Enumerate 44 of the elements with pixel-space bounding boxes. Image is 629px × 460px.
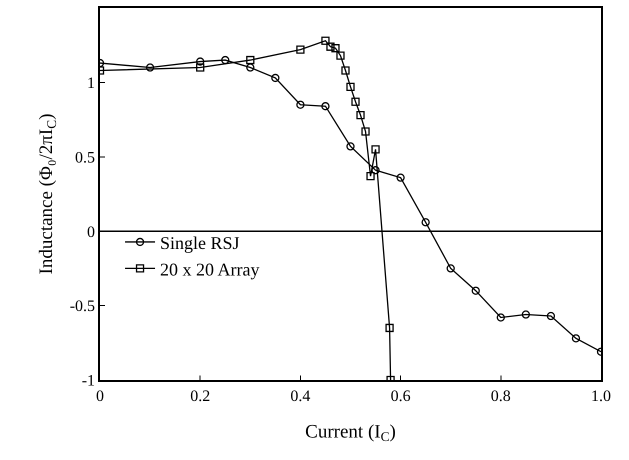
point (221, 56, 230, 64)
point (385, 324, 394, 332)
legend-label: 20 x 20 Array (160, 259, 260, 280)
point (341, 66, 350, 75)
point (371, 145, 380, 154)
point (246, 63, 254, 72)
point (572, 334, 580, 342)
point (472, 286, 480, 295)
point (346, 82, 355, 92)
x-tick-label: 0.4 (290, 388, 310, 405)
point (296, 100, 305, 109)
point (361, 127, 370, 136)
point (346, 142, 355, 151)
point (422, 218, 430, 226)
point (321, 102, 330, 110)
legend-label: Single RSJ (160, 232, 240, 253)
point (366, 172, 375, 180)
point (446, 264, 455, 273)
x-tick-label: 1.0 (591, 388, 611, 405)
x-tick-label: 0.6 (390, 388, 411, 405)
y-tick-label: -1 (82, 372, 96, 390)
y-tick-label: 1 (87, 75, 96, 92)
point (336, 51, 345, 60)
point (326, 42, 335, 51)
point (321, 36, 330, 45)
point (271, 74, 280, 82)
point (522, 310, 530, 319)
point (331, 44, 340, 52)
x-axis-title: Current (I$_{C}$) (305, 421, 396, 444)
y-tick-label: 0.5 (75, 149, 96, 166)
y-tick-label: -0.5 (70, 298, 96, 316)
point (496, 313, 505, 322)
point (196, 63, 204, 72)
point (296, 46, 305, 54)
point (196, 57, 204, 66)
x-tick-label: 0.8 (490, 388, 511, 405)
point (246, 56, 254, 64)
point (546, 312, 556, 320)
x-tick-label: 0.2 (190, 388, 210, 405)
point (356, 110, 365, 120)
point (146, 63, 154, 72)
point (396, 173, 405, 182)
y-tick-label: 0 (87, 224, 96, 241)
point (351, 98, 360, 106)
